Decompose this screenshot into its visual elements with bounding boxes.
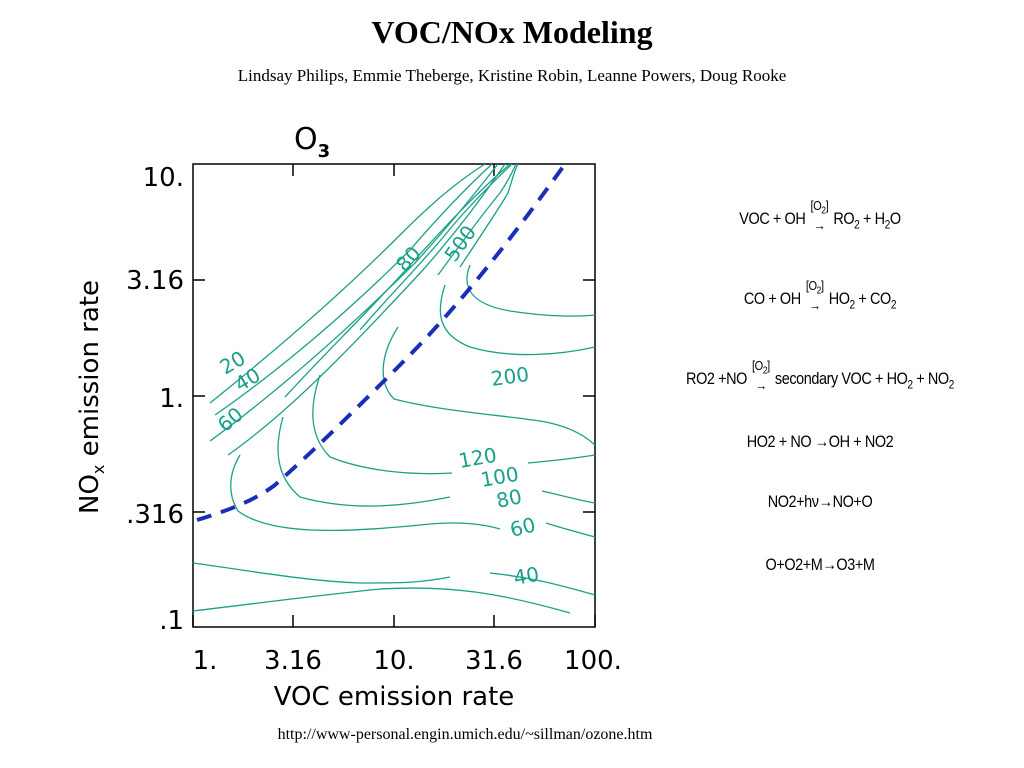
y-tick-label: .1	[159, 606, 184, 636]
x-tick-label: 31.6	[465, 646, 523, 676]
contour-line	[192, 562, 451, 584]
y-tick-label: 10.	[143, 163, 184, 193]
contour-line	[359, 163, 513, 331]
x-tick-label: 3.16	[264, 646, 322, 676]
x-tick-label: 100.	[564, 646, 622, 676]
reaction-co-oh: CO + OH [O2] → HO2 + CO2	[743, 278, 897, 313]
x-axis-label: VOC emission rate	[274, 682, 515, 712]
contour-line	[541, 490, 596, 504]
y-tick-label: .316	[126, 500, 184, 530]
reaction-ozone-formation: O+O2+M→O3+M	[765, 555, 875, 574]
contour-line	[277, 416, 451, 507]
contour-line	[489, 572, 596, 596]
contour-line	[209, 163, 486, 404]
author-list: Lindsay Philips, Emmie Theberge, Kristin…	[237, 66, 787, 85]
contour-line	[527, 454, 596, 464]
contour-line	[227, 163, 506, 456]
y-tick-label: 1.	[159, 384, 184, 414]
oxygen-arrow-icon: [O2] →	[752, 358, 770, 393]
contour-label: 80	[494, 484, 524, 513]
y-tick-label: 3.16	[126, 266, 184, 296]
reaction-no2-photolysis: NO2+hν→NO+O	[767, 492, 873, 511]
contour-line	[545, 522, 596, 538]
plot-species-title: O3	[294, 122, 330, 162]
contour-line	[312, 374, 453, 475]
contour-label: 60	[507, 512, 538, 541]
oxygen-arrow-icon: [O2] →	[805, 278, 824, 313]
contour-line	[382, 326, 596, 446]
reaction-ho2-no: HO2 + NO →OH + NO2	[746, 432, 894, 451]
contour-line	[437, 163, 517, 276]
contour-line	[209, 163, 499, 442]
page-title: VOC/NOx Modeling	[371, 14, 653, 50]
contour-label: 60	[213, 402, 248, 437]
ozone-contours	[192, 163, 596, 614]
x-tick-label: 10.	[373, 646, 414, 676]
contour-label: 80	[391, 241, 426, 276]
reaction-ro2-no: RO2 +NO [O2] → secondary VOC + HO2 + NO2	[686, 358, 954, 393]
reaction-voc-oh: VOC + OH [O2] → RO2 + H2O	[739, 198, 901, 233]
oxygen-arrow-icon: [O2] →	[810, 198, 829, 233]
plot-frame	[192, 163, 596, 628]
contour-line	[439, 284, 596, 356]
contour-label: 40	[512, 562, 541, 590]
contour-line	[192, 587, 571, 614]
y-axis-ticks	[193, 279, 595, 513]
contour-line	[214, 163, 493, 416]
contour-label: 200	[489, 362, 530, 391]
contour-line	[466, 264, 596, 317]
source-url: http://www-personal.engin.umich.edu/~sil…	[277, 726, 653, 743]
x-tick-label: 1.	[193, 646, 218, 676]
contour-line	[230, 454, 501, 532]
contour-line	[459, 163, 519, 268]
y-axis-label: NOx emission rate	[75, 280, 108, 514]
contour-line	[284, 163, 511, 398]
ridge-line	[196, 162, 567, 522]
x-axis-ticks	[192, 164, 596, 627]
ozone-isopleth-diagram: O3 1. 3.16 10. 31.6 100. VOC emission ra…	[75, 122, 622, 712]
